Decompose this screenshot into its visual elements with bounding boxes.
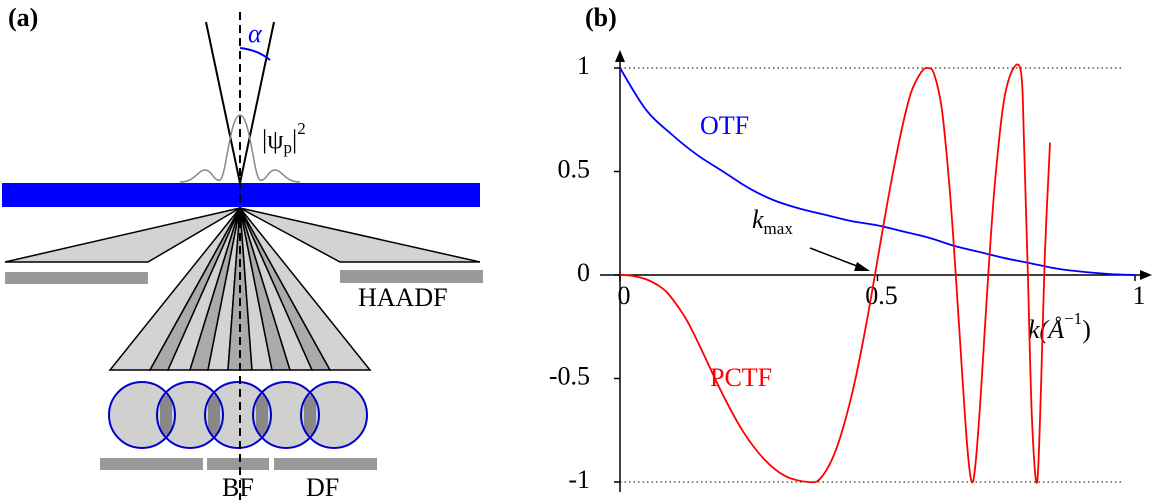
probe-intensity — [179, 114, 301, 183]
haadf-label: HAADF — [358, 283, 448, 312]
series-label: OTF — [700, 111, 749, 140]
kmax-label: kmax — [752, 205, 793, 238]
haadf-fan — [4, 207, 241, 263]
haadf-detector — [5, 272, 148, 284]
probe-cone — [239, 21, 275, 184]
bf-label: BF — [222, 473, 254, 502]
panel-a: (a) α |ψp|2 HAADF BF DF — [2, 3, 483, 502]
df-detector — [100, 458, 203, 470]
probe-label: |ψp|2 — [262, 119, 306, 157]
kmax-arrow — [809, 247, 863, 269]
df-label: DF — [306, 473, 339, 502]
probe-close: | — [292, 125, 297, 154]
x-label-close: ) — [1082, 315, 1091, 344]
kmax-arrowhead — [854, 262, 870, 271]
x-label-sup: −1 — [1064, 309, 1082, 328]
alpha-arc — [239, 47, 271, 61]
panel-label: (b) — [585, 3, 617, 32]
x-tick-label: 0 — [618, 281, 631, 310]
kmax-sub: max — [764, 219, 794, 238]
y-axis-arrow — [615, 50, 625, 62]
diffraction-disks — [108, 381, 368, 449]
series-line — [619, 63, 1051, 484]
y-tick-label: 0 — [577, 258, 590, 287]
probe-sub: p — [283, 138, 292, 157]
probe-base: |ψ — [262, 125, 283, 154]
y-tick-label: 0.5 — [558, 154, 591, 183]
alpha-label: α — [248, 19, 263, 48]
haadf-fan — [239, 207, 481, 263]
y-tick-label: -0.5 — [549, 361, 590, 390]
y-tick-label: -1 — [568, 465, 590, 494]
df-detector — [274, 458, 377, 470]
probe-sup: 2 — [297, 119, 306, 138]
scattering-fan — [108, 207, 372, 371]
x-axis-arrow — [1140, 270, 1152, 280]
y-tick-label: 1 — [577, 51, 590, 80]
kmax-base: k — [752, 205, 764, 234]
x-axis-label: k(Å−1) — [1028, 309, 1091, 344]
series-label: PCTF — [710, 363, 772, 392]
bf-detector — [207, 458, 269, 470]
panel-label: (a) — [8, 3, 38, 32]
x-label-base: k(Å — [1028, 315, 1064, 344]
x-tick-label: 1 — [1133, 281, 1146, 310]
haadf-detector — [340, 270, 483, 283]
probe-cone — [205, 21, 241, 184]
series-line — [619, 67, 1136, 276]
